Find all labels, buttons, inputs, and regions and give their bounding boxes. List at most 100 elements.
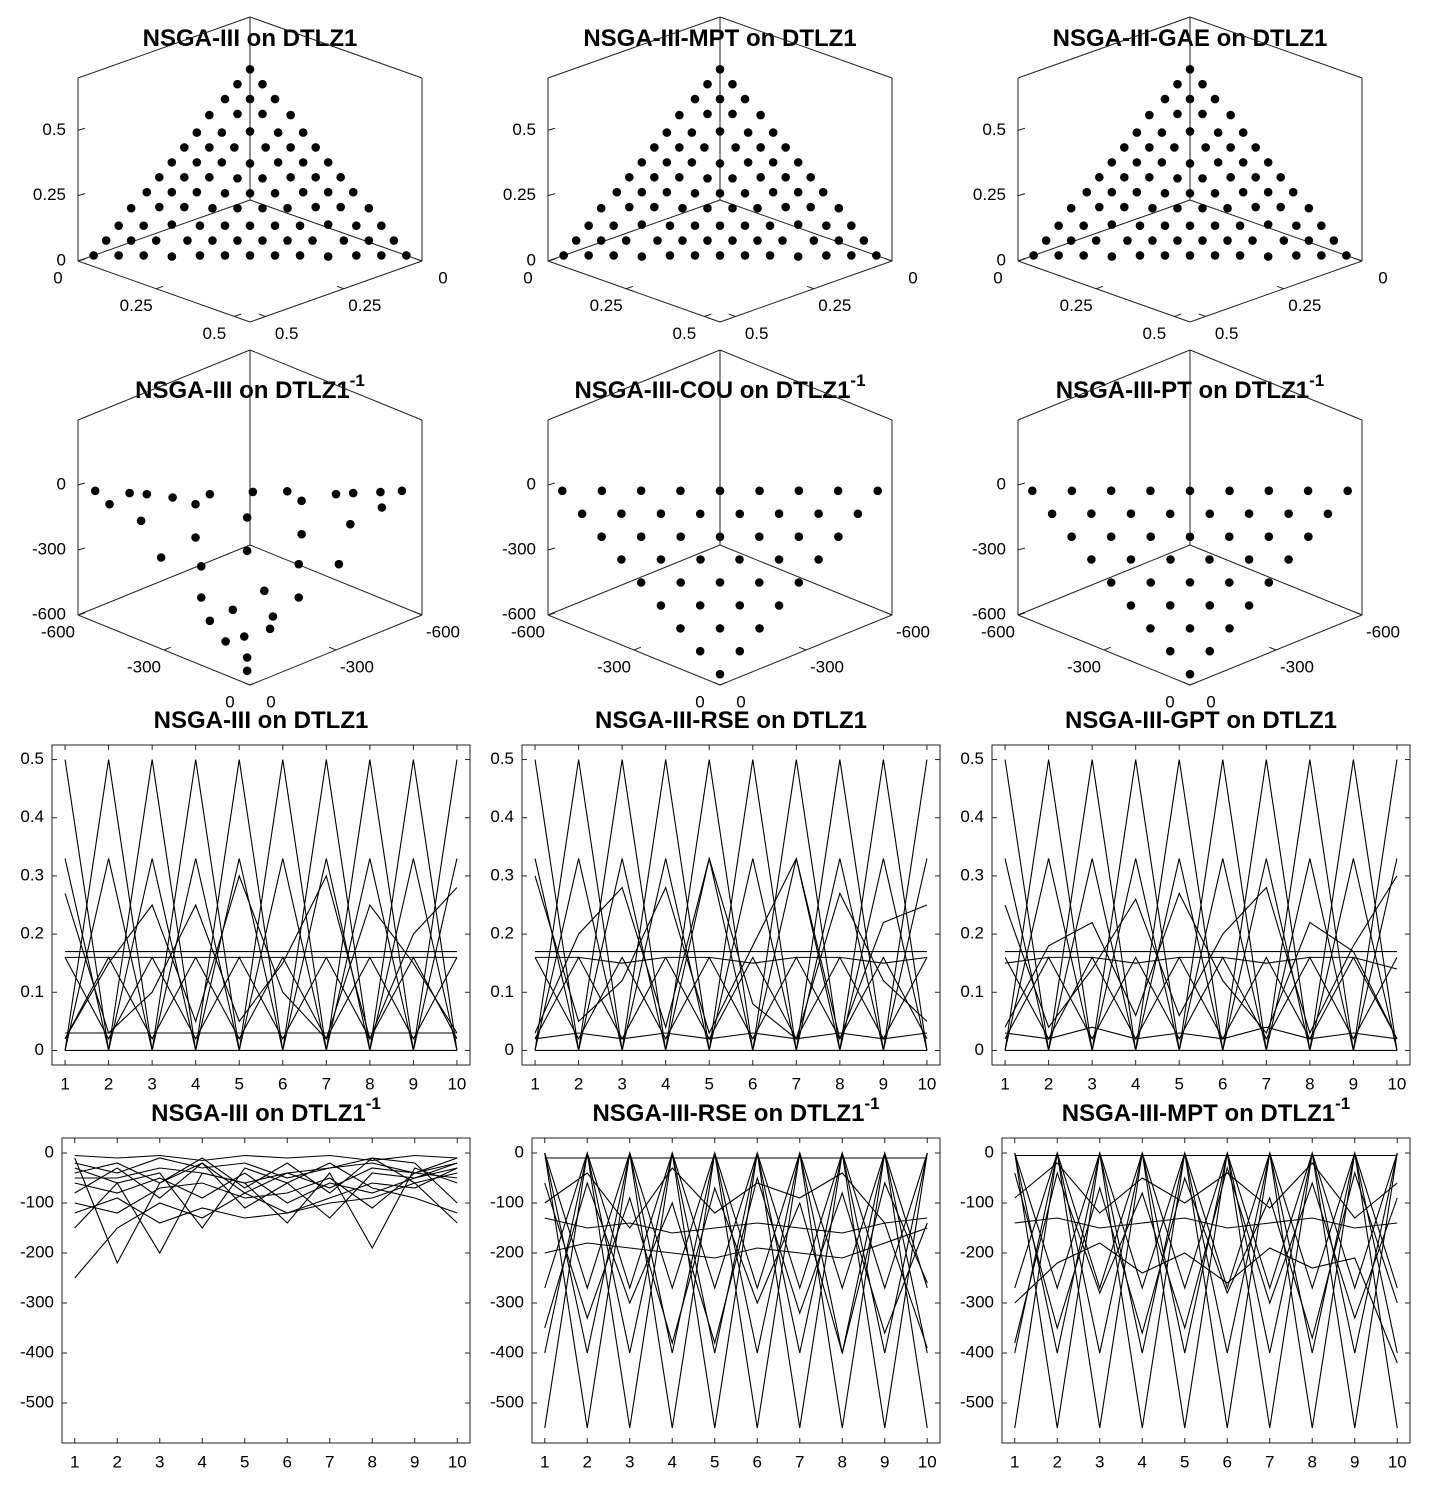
x-tick-label: 5 [1180,1452,1189,1471]
title-text: NSGA-III on DTLZ1 [135,377,350,404]
point [676,486,685,496]
point [728,203,737,213]
z-tick-label: 0 [997,474,1006,493]
point [1323,509,1333,519]
title-text: NSGA-III-MPT on DTLZ1 [1062,1100,1335,1127]
point [577,509,587,519]
chart-title: NSGA-III on DTLZ1-1 [151,1094,381,1127]
point [205,616,215,626]
point [584,221,593,230]
y-tick-label: -600 [981,622,1015,641]
y-tick [234,313,242,317]
point [1132,128,1142,137]
axis-box [547,544,721,616]
point [220,94,230,104]
point [1264,578,1274,587]
y-tick-label: 0.25 [590,296,623,315]
point [675,110,684,120]
series-line [1014,1217,1398,1229]
y-tick [163,646,172,651]
series-line [1014,1152,1398,1429]
point [297,529,306,539]
z-tick-label: -300 [502,539,536,558]
x-tick-label: 5 [240,1452,249,1471]
point [1160,188,1170,198]
point [180,172,189,182]
series-line [1014,1151,1398,1290]
point [740,221,750,230]
point [136,516,146,526]
axis-box [1017,16,1191,79]
point [872,251,881,260]
point [364,236,374,245]
point [205,489,215,499]
x-tick-label: 2 [104,1074,113,1093]
x-tick-label: 0 [266,692,275,711]
z-tick-label: -600 [32,604,66,623]
point [1205,555,1214,564]
point [1224,532,1234,542]
point [245,188,255,198]
point [740,251,750,260]
point [571,236,581,245]
x-tick [414,258,423,262]
point [1198,203,1207,213]
point [662,128,672,137]
series-line [1014,1171,1398,1341]
point [323,252,333,261]
x-tick-label: 7 [325,1452,334,1471]
point [1145,110,1154,120]
point [700,143,709,152]
point [695,601,705,610]
x-tick [242,681,251,686]
z-tick [1017,127,1026,131]
point [1264,532,1274,542]
point [1235,251,1245,260]
series-line [74,1157,458,1265]
z-tick-label: 0.5 [982,120,1006,139]
z-tick [1017,547,1026,551]
x-tick-label: 6 [748,1074,757,1093]
point [1047,509,1057,519]
point [675,143,684,152]
x-tick-label: 8 [835,1074,844,1093]
point [1210,251,1220,260]
series-line [1004,875,1398,1035]
point [794,486,804,496]
point [1276,172,1285,182]
point [637,252,647,261]
z-tick [1017,193,1026,197]
point [735,509,745,519]
y-tick [704,313,712,317]
x-tick-label: 0.25 [1288,296,1321,315]
z-tick-label: 0 [57,474,66,493]
point [740,94,750,104]
point [822,221,831,230]
y-tick [1174,313,1182,317]
point [695,509,705,519]
point [676,532,686,542]
chart-title: NSGA-III-RSE on DTLZ1-1 [592,1094,879,1127]
point [806,172,815,182]
point [637,187,647,197]
point [196,562,206,571]
point [205,110,214,120]
y-tick-label: 0.5 [20,749,44,768]
point [1185,251,1195,260]
x-tick-label: 5 [710,1452,719,1471]
x-tick [1354,258,1363,262]
x-tick-label: 0.5 [275,324,299,343]
point [656,509,666,519]
y-tick-label: -100 [490,1192,524,1211]
point [1225,486,1234,496]
point [765,251,775,260]
chart-title: NSGA-III-GPT on DTLZ1 [1065,707,1337,734]
point [1210,221,1220,230]
point [1223,236,1232,245]
point [806,202,815,212]
series-line [64,874,458,1040]
point [89,251,98,260]
point [1213,158,1223,167]
point [220,221,230,230]
